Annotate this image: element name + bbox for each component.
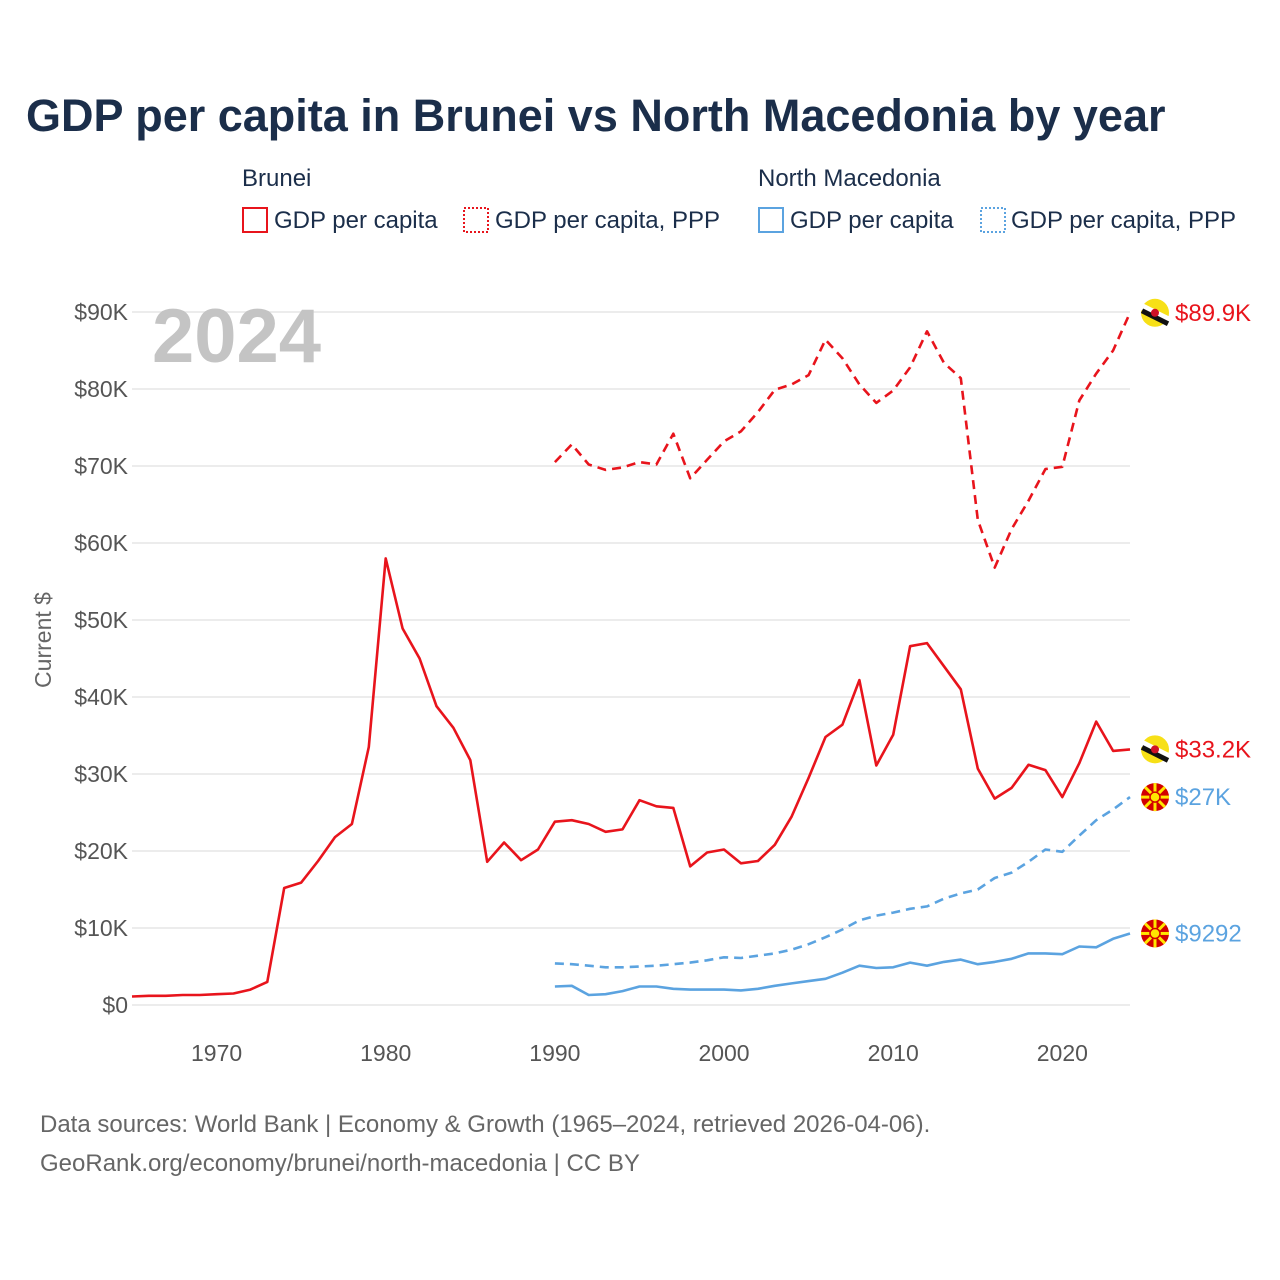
y-tick-label: $10K (74, 915, 128, 941)
legend-item-brunei-gdp: GDP per capita (274, 207, 438, 234)
x-tick-label: 2010 (868, 1040, 919, 1066)
flag-sun (1149, 791, 1161, 803)
x-axis-ticks: 1970 1980 1990 2000 2010 2020 (191, 1040, 1088, 1066)
legend: Brunei GDP per capita GDP per capita, PP… (242, 165, 1236, 234)
flag-stripe-black (1140, 745, 1170, 763)
legend-item-brunei-ppp: GDP per capita, PPP (495, 207, 720, 234)
end-label-3: $27K (1175, 784, 1231, 811)
legend-swatch-mk-gdp (758, 207, 784, 233)
legend-swatch-brunei-gdp (242, 207, 268, 233)
series-lines (131, 312, 1132, 998)
brunei-flag-icon (1140, 735, 1170, 764)
y-tick-label: $90K (74, 299, 128, 325)
flag-emblem (1151, 745, 1159, 754)
y-tick-label: $0 (102, 992, 128, 1018)
series-line-2 (554, 932, 1131, 997)
flag-sun (1149, 927, 1161, 940)
series-line-0 (131, 557, 1131, 998)
source-line-1: Data sources: World Bank | Economy & Gro… (40, 1111, 930, 1138)
legend-swatch-brunei-ppp (463, 207, 489, 233)
source-line-2: GeoRank.org/economy/brunei/north-macedon… (40, 1150, 640, 1177)
x-tick-label: 1970 (191, 1040, 242, 1066)
legend-item-mk-ppp: GDP per capita, PPP (1011, 207, 1236, 234)
legend-item-mk-gdp: GDP per capita (790, 207, 954, 234)
y-axis-label: Current $ (30, 592, 56, 688)
legend-group-north-macedonia: North Macedonia (758, 165, 941, 192)
north-macedonia-flag-icon (1141, 783, 1169, 812)
x-tick-label: 2000 (698, 1040, 749, 1066)
chart-title: GDP per capita in Brunei vs North Macedo… (26, 90, 1166, 141)
gridlines (132, 311, 1130, 1006)
series-end-markers: $33.2K $89.9K $9292 $27K (1140, 298, 1251, 948)
legend-swatch-mk-ppp (980, 207, 1006, 233)
y-tick-label: $60K (74, 530, 128, 556)
x-tick-label: 1980 (360, 1040, 411, 1066)
series-line-3 (554, 796, 1131, 969)
end-label-2: $9292 (1175, 920, 1242, 947)
flag-emblem (1151, 308, 1159, 317)
flag-stripe-black (1140, 308, 1170, 327)
north-macedonia-flag-icon (1141, 919, 1169, 948)
y-tick-label: $40K (74, 684, 128, 710)
legend-group-brunei: Brunei (242, 165, 311, 192)
y-tick-label: $70K (74, 453, 128, 479)
x-tick-label: 1990 (529, 1040, 580, 1066)
end-label-0: $33.2K (1175, 736, 1251, 763)
brunei-flag-icon (1140, 298, 1170, 327)
series-line-1 (553, 312, 1132, 569)
x-tick-label: 2020 (1037, 1040, 1088, 1066)
year-indicator: 2024 (152, 294, 321, 379)
y-axis-ticks: $0 $10K $20K $30K $40K $50K $60K $70K $80K $90K (74, 299, 128, 1018)
end-label-1: $89.9K (1175, 300, 1251, 327)
y-tick-label: $20K (74, 838, 128, 864)
y-tick-label: $50K (74, 607, 128, 633)
y-tick-label: $30K (74, 761, 128, 787)
y-tick-label: $80K (74, 376, 128, 402)
